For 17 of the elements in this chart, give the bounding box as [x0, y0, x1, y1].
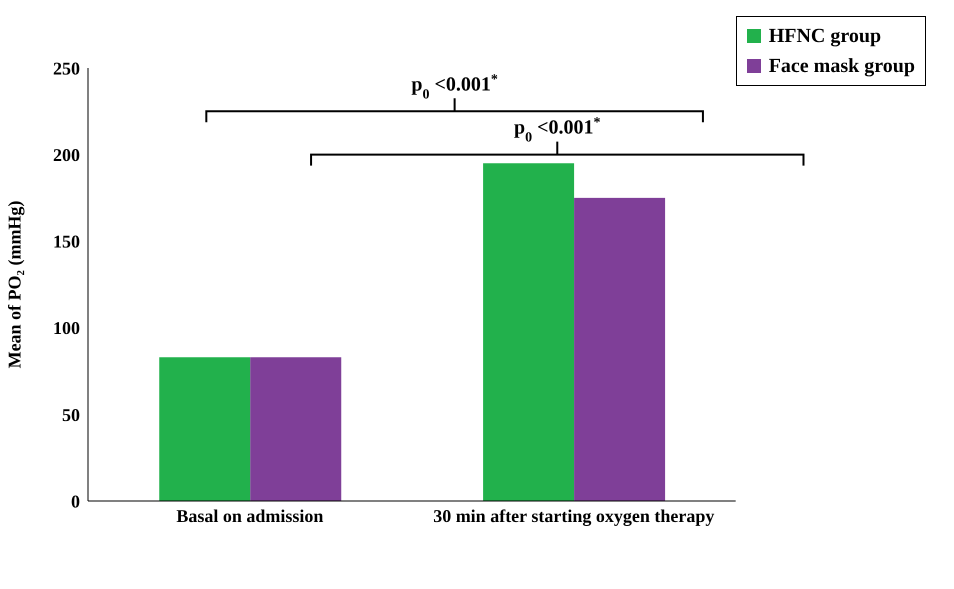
bar [574, 198, 666, 501]
annotation: p$_{0}$ <0.001$^{*}$ [514, 115, 601, 146]
y-tick-label: 200 [53, 144, 80, 165]
y-tick-label: 50 [62, 404, 80, 425]
bar [483, 163, 574, 501]
y-tick-label: 150 [53, 232, 80, 252]
annotation: p$_{0}$ <0.001$^{*}$ [411, 72, 498, 102]
y-tick-label: 0 [71, 491, 80, 512]
x-tick-label: Basal on admission [176, 506, 324, 526]
y-tick-label: 100 [53, 318, 80, 338]
y-axis-title: Mean of PO₂ (mmHg) [4, 200, 24, 368]
legend-label: Face mask group [768, 54, 915, 79]
bar [250, 357, 342, 501]
bar [159, 357, 250, 501]
x-tick-label: 30 min after starting oxygen therapy [433, 506, 714, 526]
legend-label: HFNC group [768, 24, 882, 49]
y-tick-label: 250 [53, 58, 80, 78]
